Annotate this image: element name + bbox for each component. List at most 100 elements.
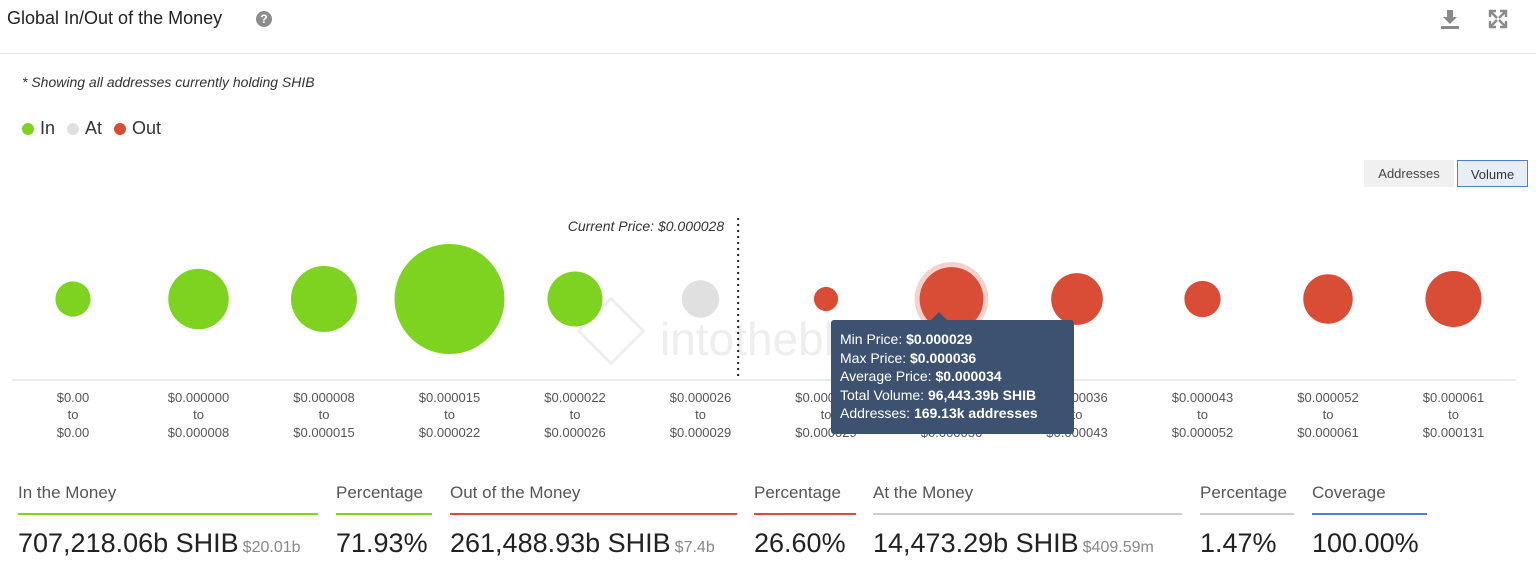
tooltip-max-row: Max Price: $0.000036	[840, 349, 977, 366]
tick-to-word-3: to	[444, 407, 455, 422]
legend-label-in: In	[40, 118, 56, 138]
tick-from-9: $0.000043	[1172, 390, 1233, 405]
tooltip-addresses-row: Addresses: 169.13k addresses	[840, 405, 1038, 421]
legend-item-at[interactable]: At	[67, 118, 102, 139]
stat-at-pct-line	[1200, 513, 1294, 515]
stat-at-value-row: 14,473.29b SHIB $409.59m	[873, 528, 1182, 559]
legend-item-in[interactable]: In	[22, 118, 55, 139]
bubble-0	[55, 281, 91, 317]
tick-to-word-10: to	[1323, 407, 1334, 422]
tick-from-2: $0.000008	[293, 390, 354, 405]
stat-out-label: Out of the Money	[450, 483, 581, 502]
legend-label-at: At	[85, 118, 103, 138]
legend-dot-out	[114, 122, 127, 135]
tick-from-4: $0.000022	[544, 390, 605, 405]
fullscreen-icon[interactable]	[1487, 8, 1509, 30]
legend: In At Out	[22, 118, 173, 139]
current-price-label: Current Price: $0.000028	[568, 218, 725, 234]
stat-at-label: At the Money	[873, 483, 974, 502]
page-title: Global In/Out of the Money	[7, 8, 223, 28]
tick-to-word-4: to	[570, 407, 581, 422]
tick-to-3: $0.000022	[419, 425, 480, 440]
bubble-10	[1303, 274, 1353, 324]
header: Global In/Out of the Money ?	[0, 0, 1536, 54]
stat-at-value: 14,473.29b SHIB	[873, 528, 1079, 558]
bubble-9	[1184, 280, 1221, 318]
tick-from-1: $0.000000	[168, 390, 229, 405]
stat-in-pct-line	[336, 513, 432, 515]
stat-at-the-money: At the Money 14,473.29b SHIB $409.59m	[873, 483, 1182, 559]
stat-at-percentage: Percentage 1.47%	[1200, 483, 1294, 559]
tick-to-1: $0.000008	[168, 425, 229, 440]
tick-to-5: $0.000029	[670, 425, 731, 440]
stat-out-pct-value: 26.60%	[754, 528, 846, 558]
tick-to-9: $0.000052	[1172, 425, 1233, 440]
tick-to-10: $0.000061	[1297, 425, 1358, 440]
stat-at-line	[873, 513, 1182, 515]
stat-coverage-line	[1312, 513, 1427, 515]
stat-coverage: Coverage 100.00%	[1312, 483, 1427, 559]
tick-from-5: $0.000026	[670, 390, 731, 405]
legend-dot-at	[67, 122, 80, 135]
addresses-toggle-button[interactable]: Addresses	[1364, 160, 1454, 187]
stat-out-value: 261,488.93b SHIB	[450, 528, 671, 558]
tick-to-4: $0.000026	[544, 425, 605, 440]
tick-from-3: $0.000015	[419, 390, 480, 405]
holders-note: * Showing all addresses currently holdin…	[22, 74, 315, 90]
stat-in-value-row: 707,218.06b SHIB $20.01b	[18, 528, 318, 559]
stat-in-label: In the Money	[18, 483, 117, 502]
tick-to-word-6: to	[821, 407, 832, 422]
stat-out-line	[450, 513, 737, 515]
stat-in-percentage: Percentage 71.93%	[336, 483, 432, 559]
stat-at-usd: $409.59m	[1082, 539, 1154, 556]
legend-label-out: Out	[132, 118, 162, 138]
tick-to-word-2: to	[319, 407, 330, 422]
bucket-tooltip: Min Price: $0.000029 Max Price: $0.00003…	[831, 312, 1074, 434]
bubble-1	[168, 268, 229, 330]
legend-item-out[interactable]: Out	[114, 118, 161, 139]
bubble-2	[291, 266, 357, 332]
stat-at-pct-label: Percentage	[1200, 483, 1287, 502]
stat-in-value: 707,218.06b SHIB	[18, 528, 239, 558]
bubble-6	[813, 286, 839, 312]
download-icon[interactable]	[1439, 8, 1461, 30]
stat-out-usd: $7.4b	[674, 539, 715, 556]
stat-in-the-money: In the Money 707,218.06b SHIB $20.01b	[18, 483, 318, 559]
tick-to-word-11: to	[1448, 407, 1459, 422]
tick-from-11: $0.000061	[1423, 390, 1484, 405]
stat-out-pct-label: Percentage	[754, 483, 841, 502]
tick-to-11: $0.000131	[1423, 425, 1484, 440]
tick-to-0: $0.00	[57, 425, 90, 440]
stat-out-of-the-money: Out of the Money 261,488.93b SHIB $7.4b	[450, 483, 737, 559]
stat-in-pct-label: Percentage	[336, 483, 423, 502]
tick-to-word-9: to	[1197, 407, 1208, 422]
stat-coverage-label: Coverage	[1312, 483, 1386, 502]
bubble-3	[394, 244, 505, 354]
tooltip-volume-row: Total Volume: 96,443.39b SHIB	[840, 386, 1037, 403]
help-icon[interactable]: ?	[256, 11, 272, 27]
bubble-5	[681, 280, 720, 318]
stat-out-pct-line	[754, 513, 856, 515]
stat-at-pct-value: 1.47%	[1200, 528, 1277, 558]
stat-in-line	[18, 513, 318, 515]
stat-coverage-value: 100.00%	[1312, 528, 1419, 558]
tick-to-word-8: to	[1072, 407, 1083, 422]
tick-to-word-0: to	[68, 407, 79, 422]
bubble-11	[1425, 270, 1482, 328]
tick-to-word-5: to	[695, 407, 706, 422]
tick-to-2: $0.000015	[293, 425, 354, 440]
stat-out-percentage: Percentage 26.60%	[754, 483, 856, 559]
stat-in-pct-value: 71.93%	[336, 528, 428, 558]
stat-in-usd: $20.01b	[242, 539, 301, 556]
tooltip-min-row: Min Price: $0.000029	[840, 331, 973, 347]
tick-from-0: $0.00	[57, 390, 90, 405]
bubble-8	[1051, 273, 1103, 325]
legend-dot-in	[22, 122, 34, 135]
tick-from-10: $0.000052	[1297, 390, 1358, 405]
volume-toggle-button[interactable]: Volume	[1457, 160, 1528, 187]
stat-out-value-row: 261,488.93b SHIB $7.4b	[450, 528, 737, 559]
tick-to-word-1: to	[193, 407, 204, 422]
tooltip-avg-row: Average Price: $0.000034	[840, 368, 1002, 384]
bubble-4	[547, 271, 603, 327]
